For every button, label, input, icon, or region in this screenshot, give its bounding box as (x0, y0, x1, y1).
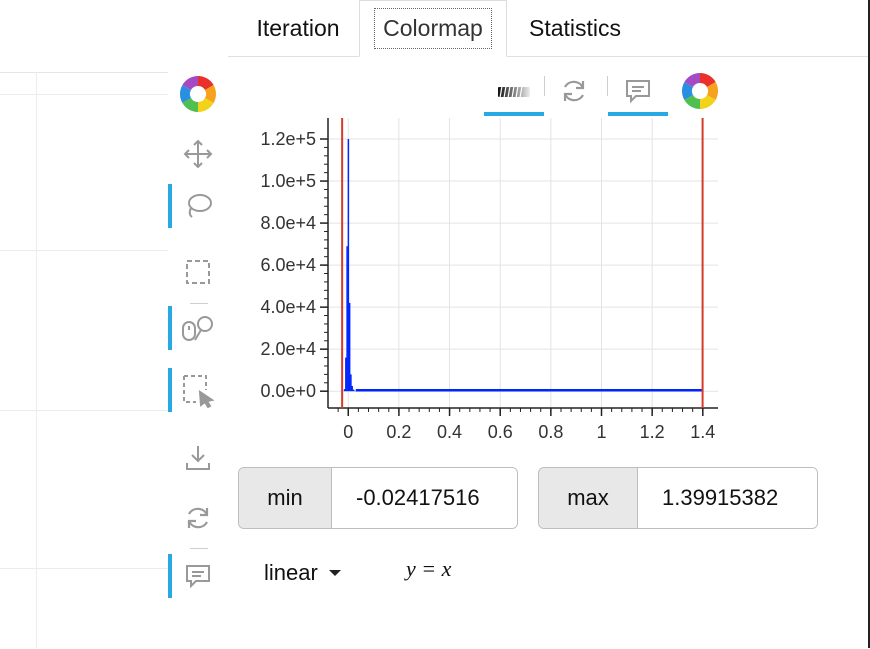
toolbar-separator (190, 548, 208, 549)
max-label: max (539, 468, 638, 528)
x-tick-label: 0 (343, 422, 353, 442)
y-tick-label: 2.0e+4 (260, 339, 316, 359)
max-input-group: max 1.39915382 (538, 467, 818, 529)
tab-bar: Iteration Colormap Statistics (228, 0, 868, 57)
range-tool-icon[interactable] (484, 66, 544, 116)
x-tick-label: 0.2 (386, 422, 411, 442)
wheel-zoom-icon[interactable] (168, 306, 228, 350)
save-icon[interactable] (168, 436, 228, 480)
y-tick-label: 4.0e+4 (260, 297, 316, 317)
hover-icon[interactable] (168, 554, 228, 598)
toolbar-separator (190, 303, 208, 304)
caret-down-icon (328, 568, 342, 578)
left-plot-gridline (0, 250, 168, 251)
x-tick-label: 0.4 (437, 422, 462, 442)
left-plot-gridline (36, 72, 37, 648)
x-tick-label: 1.2 (640, 422, 665, 442)
scale-select[interactable]: linear (264, 560, 342, 586)
x-axis: 0 0.2 0.4 0.6 0.8 1 1.2 1.4 (328, 408, 718, 442)
lasso-select-icon[interactable] (168, 184, 228, 228)
min-input[interactable]: -0.02417516 (332, 468, 517, 528)
scale-formula: y = x (406, 556, 451, 582)
x-tick-label: 0.6 (488, 422, 513, 442)
toolbar-separator (544, 76, 545, 96)
y-tick-label: 8.0e+4 (260, 213, 316, 233)
range-markers[interactable] (342, 118, 702, 408)
max-input[interactable]: 1.39915382 (638, 468, 817, 528)
min-label: min (239, 468, 332, 528)
x-tick-label: 0.8 (538, 422, 563, 442)
reset-icon[interactable] (546, 66, 602, 116)
x-tick-label: 1 (596, 422, 606, 442)
colormap-panel: Iteration Colormap Statistics (228, 0, 870, 648)
y-tick-label: 6.0e+4 (260, 255, 316, 275)
tab-iteration[interactable]: Iteration (234, 0, 362, 56)
box-select-icon[interactable] (168, 250, 228, 294)
chart-grid (328, 118, 718, 408)
left-plot-gridline (0, 410, 168, 411)
y-axis: 0.0e+0 2.0e+4 4.0e+4 6.0e+4 8.0e+4 1.0e+5 1.2e… (260, 118, 328, 408)
tab-statistics[interactable]: Statistics (510, 0, 640, 56)
histogram-chart[interactable]: 0.0e+0 2.0e+4 4.0e+4 6.0e+4 8.0e+4 1.0e+5 1.2e… (228, 110, 748, 460)
y-tick-label: 1.2e+5 (260, 129, 316, 149)
left-plot-area (0, 72, 168, 649)
box-zoom-icon[interactable] (168, 368, 228, 412)
tab-colormap[interactable]: Colormap (359, 0, 507, 57)
bokeh-logo-icon[interactable] (672, 66, 728, 116)
y-tick-label: 0.0e+0 (260, 381, 316, 401)
min-input-group: min -0.02417516 (238, 467, 518, 529)
pan-icon[interactable] (168, 132, 228, 176)
bokeh-logo-icon[interactable] (168, 72, 228, 116)
reset-icon[interactable] (168, 496, 228, 540)
hover-icon[interactable] (608, 66, 668, 116)
left-plot-gridline (0, 568, 168, 569)
x-tick-label: 1.4 (690, 422, 715, 442)
y-tick-label: 1.0e+5 (260, 171, 316, 191)
main-plot-toolbar (168, 64, 228, 648)
left-plot-gridline (0, 94, 168, 95)
scale-select-value: linear (264, 560, 318, 586)
